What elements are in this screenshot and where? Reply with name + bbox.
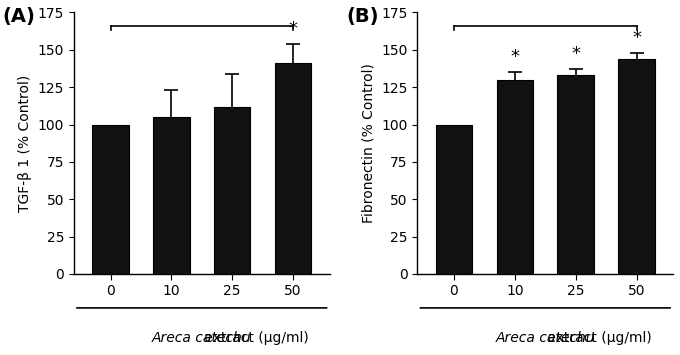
- Bar: [436, 125, 472, 274]
- Bar: [558, 75, 594, 274]
- Bar: [618, 59, 655, 274]
- Text: Areca catechu: Areca catechu: [152, 332, 252, 345]
- Text: *: *: [632, 29, 641, 47]
- Text: *: *: [511, 48, 520, 66]
- Text: extract (μg/ml): extract (μg/ml): [439, 332, 652, 345]
- Y-axis label: TGF-β 1 (% Control): TGF-β 1 (% Control): [18, 75, 33, 212]
- Bar: [214, 106, 250, 274]
- Bar: [153, 117, 190, 274]
- Bar: [275, 63, 311, 274]
- Bar: [92, 125, 129, 274]
- Y-axis label: Fibronectin (% Control): Fibronectin (% Control): [362, 63, 376, 223]
- Text: *: *: [288, 20, 298, 38]
- Text: *: *: [571, 45, 580, 63]
- Text: extract (μg/ml): extract (μg/ml): [95, 332, 309, 345]
- Text: (B): (B): [346, 7, 379, 26]
- Text: Areca catechu: Areca catechu: [496, 332, 595, 345]
- Bar: [496, 80, 533, 274]
- Text: (A): (A): [3, 7, 35, 26]
